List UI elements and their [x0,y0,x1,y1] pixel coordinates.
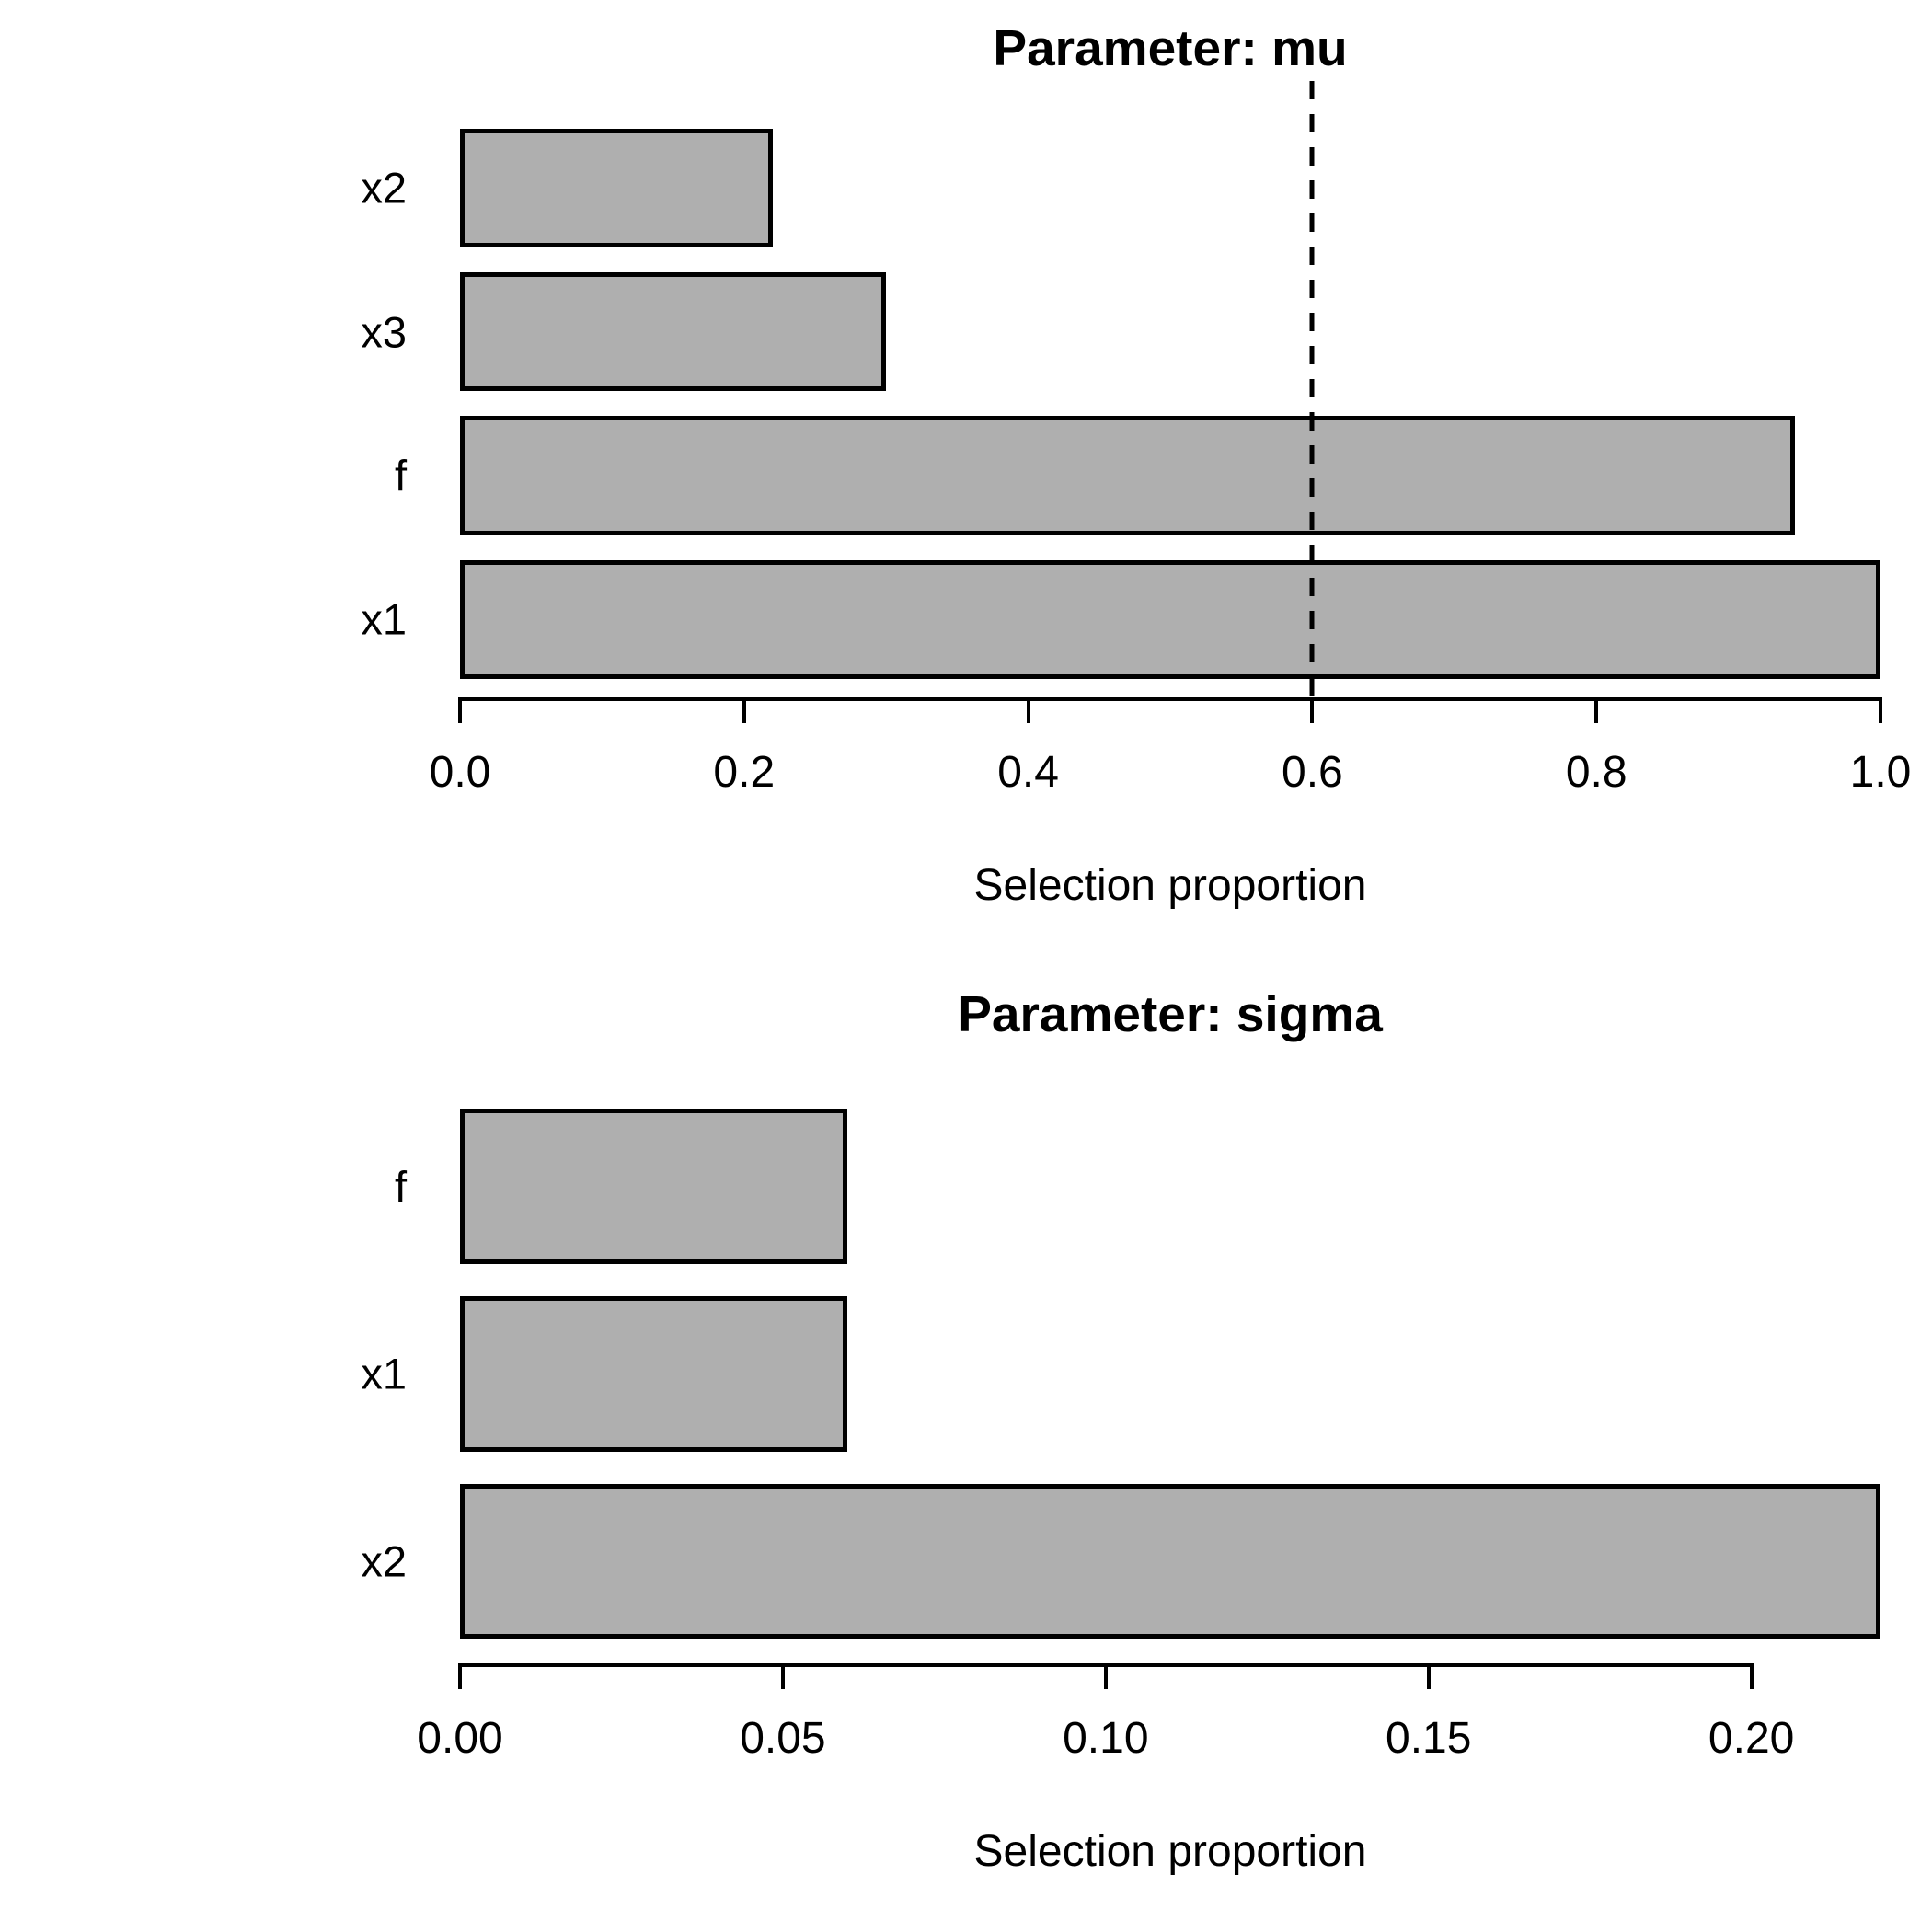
plot-region [460,81,1880,699]
y-axis-labels: x2 x3 f x1 [0,81,407,699]
chart-title-sigma: Parameter: sigma [958,985,1383,1042]
chart-panel-sigma: Parameter: sigma f x1 x2 0.00 0.05 0.10 0.15 0… [0,966,1932,1932]
bar-x2 [460,1483,1880,1639]
x-tick-label-0.05: 0.05 [740,1714,826,1763]
x-tick-0.4 [1026,697,1030,723]
x-tick-0.05 [780,1663,785,1689]
x-tick-label-0.15: 0.15 [1386,1714,1472,1763]
x-tick-0.6 [1310,697,1315,723]
plot-region [460,1047,1880,1665]
x-tick-0.00 [458,1663,462,1689]
y-label-x1: x1 [361,1349,407,1398]
x-tick-label-0.10: 0.10 [1063,1714,1149,1763]
x-tick-label-0.6: 0.6 [1282,748,1343,797]
x-axis-title: Selection proportion [973,1827,1367,1876]
x-axis-title: Selection proportion [973,861,1367,910]
bar-f [460,416,1796,535]
y-label-x1: x1 [361,594,407,644]
x-tick-0.20 [1749,1663,1754,1689]
cutoff-dashed-line [1309,81,1315,699]
x-tick-label-1.0: 1.0 [1849,748,1912,797]
x-tick-0.10 [1103,1663,1108,1689]
y-label-x2: x2 [361,1536,407,1586]
x-tick-label-0.4: 0.4 [997,748,1059,797]
bar-x1 [460,559,1880,679]
x-tick-label-0.20: 0.20 [1708,1714,1795,1763]
y-label-f: f [394,451,407,500]
x-tick-label-0.00: 0.00 [417,1714,503,1763]
y-label-x2: x2 [361,163,407,213]
x-axis-line [460,697,1880,701]
bar-x1 [460,1296,848,1452]
bar-x3 [460,272,887,392]
bar-x2 [460,128,773,248]
bar-f [460,1109,848,1264]
x-tick-label-0.0: 0.0 [429,748,491,797]
chart-title-mu: Parameter: mu [993,19,1348,76]
x-tick-0.15 [1426,1663,1431,1689]
y-label-x3: x3 [361,307,407,357]
x-tick-0.2 [742,697,746,723]
x-tick-0.0 [458,697,462,723]
y-label-f: f [394,1162,407,1212]
x-tick-label-0.8: 0.8 [1565,748,1627,797]
y-axis-labels: f x1 x2 [0,1047,407,1665]
x-tick-0.8 [1594,697,1599,723]
chart-panel-mu: Parameter: mu x2 x3 f x1 0.0 0.2 0.4 0.6 0.8 1.0… [0,19,1912,910]
x-tick-1.0 [1879,697,1882,723]
x-tick-label-0.2: 0.2 [713,748,776,797]
